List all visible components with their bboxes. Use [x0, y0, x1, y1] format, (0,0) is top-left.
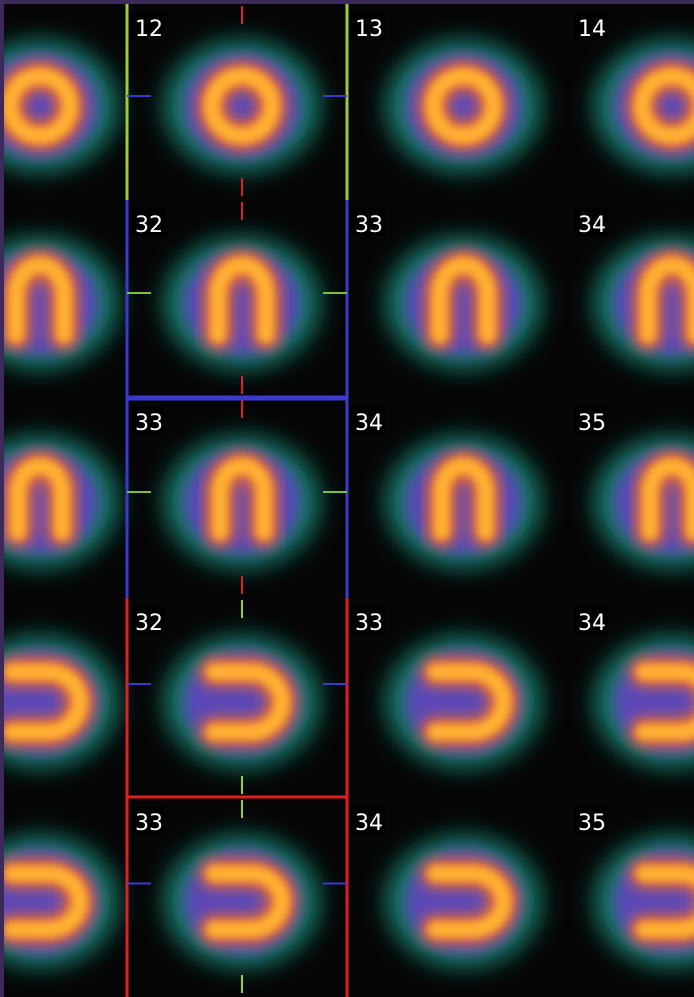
slice-core: [212, 458, 272, 540]
slice: [4, 237, 118, 369]
slice: [385, 636, 542, 768]
slice-number: 32: [135, 213, 163, 238]
slice-core: [204, 68, 280, 144]
slice-core: [431, 257, 496, 343]
label-bg: [351, 406, 385, 434]
slice-number: 33: [355, 611, 383, 636]
label-bg: [351, 806, 385, 834]
label-bg: [131, 806, 165, 834]
slice: [4, 636, 118, 768]
slice-number: 14: [578, 17, 606, 42]
label-bg: [574, 406, 608, 434]
slice-number: 12: [135, 17, 163, 42]
slice-core: [8, 257, 72, 343]
slice-core: [4, 664, 88, 740]
slice-number: 32: [135, 611, 163, 636]
slice: [594, 436, 694, 568]
label-bg: [574, 806, 608, 834]
slice: [594, 237, 694, 369]
label-bg: [131, 208, 165, 236]
slice-core: [425, 68, 502, 144]
slice: [594, 40, 694, 172]
slice-number: 34: [355, 411, 383, 436]
slice-core: [4, 865, 88, 938]
slice-core: [636, 865, 694, 938]
slice: [385, 436, 542, 568]
slice-core: [206, 865, 290, 938]
slice-core: [210, 257, 274, 343]
label-bg: [574, 606, 608, 634]
slice-core: [427, 865, 512, 938]
slice: [385, 237, 542, 369]
slice-core: [4, 68, 78, 144]
slice-core: [206, 664, 290, 740]
label-bg: [351, 606, 385, 634]
slice-number: 34: [578, 213, 606, 238]
slice-core: [642, 458, 694, 540]
slice: [4, 436, 118, 568]
slice-number: 33: [355, 213, 383, 238]
slice-number: 35: [578, 811, 606, 836]
slice: [164, 636, 320, 768]
label-bg: [131, 406, 165, 434]
slice-core: [433, 458, 494, 540]
label-bg: [574, 12, 608, 40]
slice: [385, 40, 542, 172]
slice: [385, 835, 542, 968]
slice: [164, 835, 320, 968]
slice-number: 35: [578, 411, 606, 436]
label-bg: [351, 208, 385, 236]
slice-number: 13: [355, 17, 383, 42]
slice-core: [427, 664, 512, 740]
slice: [594, 636, 694, 768]
slice-core: [636, 664, 694, 740]
slice: [164, 237, 320, 369]
label-bg: [131, 12, 165, 40]
slice-number: 34: [578, 611, 606, 636]
slice-core: [10, 458, 70, 540]
cells: 12 13 14 32 33 34 33 34 35 32 33 34 33 34 35: [4, 4, 694, 997]
slice: [4, 835, 118, 968]
label-bg: [574, 208, 608, 236]
slice: [164, 436, 320, 568]
slice-number: 33: [135, 411, 163, 436]
slice: [4, 40, 118, 172]
slice-number: 33: [135, 811, 163, 836]
slice-core: [640, 257, 694, 343]
slice: [594, 835, 694, 968]
slice: [164, 40, 320, 172]
label-bg: [131, 606, 165, 634]
slice-number: 34: [355, 811, 383, 836]
slice-core: [634, 68, 694, 144]
label-bg: [351, 12, 385, 40]
